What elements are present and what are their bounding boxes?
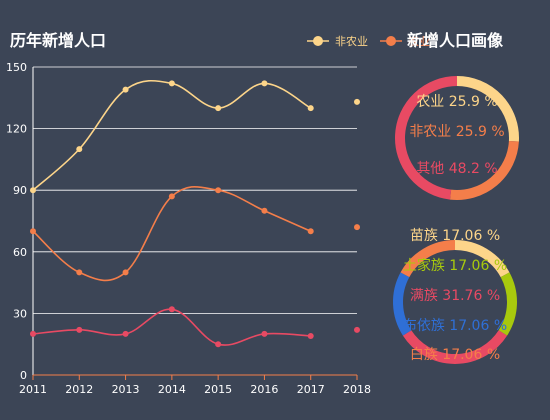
x-tick-label: 2018	[343, 383, 371, 396]
series-line	[32, 185, 312, 282]
donut-slice[interactable]	[402, 330, 508, 364]
series-2	[30, 306, 360, 348]
line-chart-title: 历年新增人口	[10, 31, 106, 50]
donut-slice[interactable]	[456, 76, 519, 142]
data-point[interactable]	[76, 269, 83, 276]
data-point[interactable]	[307, 105, 314, 112]
legend-layer[interactable]: 非农业 农业	[307, 34, 430, 48]
slice-label: 白族 17.06 %	[410, 347, 500, 363]
data-point[interactable]	[354, 224, 360, 231]
legend-marker	[386, 36, 396, 46]
y-tick-label: 150	[6, 61, 27, 74]
legend-label: 非农业	[335, 34, 368, 48]
data-point[interactable]	[168, 193, 175, 200]
data-point[interactable]	[76, 326, 83, 333]
donut-layer: 农业 25.9 % 非农业 25.9 % 其他 48.2 % 苗族 17.06 % 土家…	[393, 76, 519, 364]
donut-slice[interactable]	[400, 240, 456, 278]
data-point[interactable]	[122, 330, 129, 337]
series-1	[30, 185, 360, 282]
data-point[interactable]	[354, 326, 360, 333]
x-tick-label: 2013	[112, 383, 140, 396]
y-tick-label: 60	[13, 246, 27, 259]
data-point[interactable]	[215, 341, 222, 348]
data-point[interactable]	[215, 187, 222, 194]
slice-label: 非农业 25.9 %	[409, 124, 504, 140]
donut-population: 农业 25.9 % 非农业 25.9 % 其他 48.2 %	[395, 76, 519, 200]
legend-item-0[interactable]: 非农业	[307, 34, 368, 48]
donut-slice[interactable]	[393, 272, 412, 336]
y-tick-label: 0	[20, 369, 27, 382]
series-line	[32, 308, 311, 346]
data-point[interactable]	[30, 187, 36, 194]
y-tick-label: 120	[6, 123, 27, 136]
donut-chart-title: 新增人口画像	[407, 31, 504, 50]
donut-ethnicity: 苗族 17.06 % 土家族 17.06 % 满族 31.76 % 布依族 17.06…	[393, 228, 517, 364]
slice-label: 满族 31.76 %	[410, 288, 500, 304]
data-point[interactable]	[261, 330, 268, 337]
x-tick-label: 2017	[297, 383, 325, 396]
x-tick-label: 2016	[250, 383, 278, 396]
legend-label: 农业	[408, 34, 430, 48]
grid-layer	[33, 66, 357, 314]
donut-slice[interactable]	[454, 240, 510, 278]
data-point[interactable]	[30, 330, 36, 337]
data-point[interactable]	[122, 269, 129, 276]
series-layer	[30, 79, 360, 348]
slice-label: 农业 25.9 %	[416, 94, 497, 110]
x-tick-label: 2011	[19, 383, 47, 396]
donut-slice[interactable]	[450, 140, 519, 200]
series-0	[30, 79, 360, 194]
data-point[interactable]	[307, 332, 314, 339]
legend-item-1[interactable]: 农业	[380, 34, 430, 48]
data-point[interactable]	[122, 86, 129, 93]
slice-label: 苗族 17.06 %	[410, 228, 500, 244]
data-point[interactable]	[307, 228, 314, 235]
data-point[interactable]	[168, 80, 175, 87]
x-tick-label: 2015	[204, 383, 232, 396]
slice-label: 土家族 17.06 %	[403, 257, 507, 274]
donut-slice[interactable]	[498, 272, 517, 336]
donut-slice[interactable]	[395, 76, 458, 200]
series-line	[32, 79, 312, 191]
y-tick-label: 30	[13, 307, 27, 320]
legend-marker	[313, 36, 323, 46]
data-point[interactable]	[168, 306, 175, 313]
y-tick-label: 90	[13, 184, 27, 197]
data-point[interactable]	[354, 98, 360, 105]
axis-layer: 0 30 60 90 120 150 2011 2012 2013 2014 2015 2016 201…	[6, 61, 371, 396]
data-point[interactable]	[215, 105, 222, 112]
x-tick-label: 2012	[65, 383, 93, 396]
data-point[interactable]	[261, 207, 268, 214]
slice-label: 其他 48.2 %	[416, 161, 497, 177]
slice-label: 布依族 17.06 %	[403, 318, 507, 334]
x-tick-label: 2014	[158, 383, 186, 396]
data-point[interactable]	[261, 80, 268, 87]
data-point[interactable]	[30, 228, 36, 235]
data-point[interactable]	[76, 146, 83, 153]
